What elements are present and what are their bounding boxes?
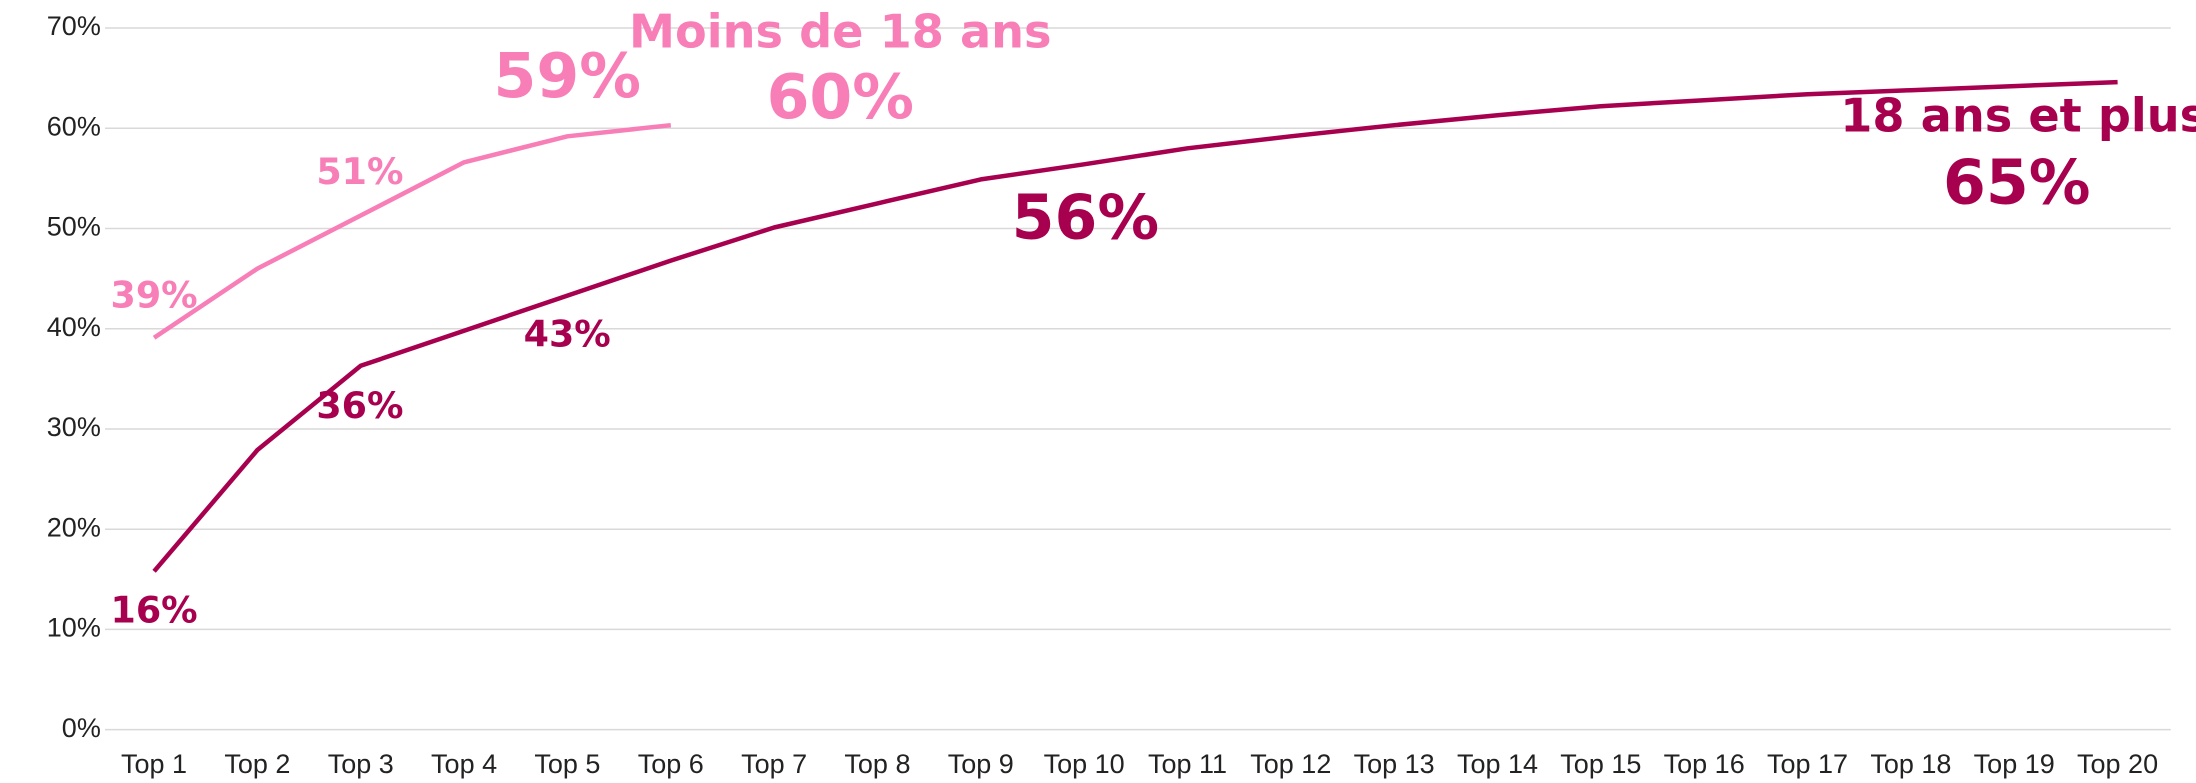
y-tick-label: 20%: [47, 512, 101, 542]
y-tick-label: 70%: [47, 11, 101, 41]
data-label: 60%: [767, 61, 914, 133]
x-tick-label: Top 14: [1457, 749, 1538, 779]
x-tick-label: Top 12: [1250, 749, 1331, 779]
series-line: [152, 122, 672, 340]
x-tick-label: Top 10: [1044, 749, 1125, 779]
x-tick-label: Top 8: [844, 749, 910, 779]
x-tick-label: Top 4: [431, 749, 497, 779]
y-tick-label: 10%: [47, 613, 101, 643]
x-tick-label: Top 13: [1354, 749, 1435, 779]
x-tick-label: Top 17: [1767, 749, 1848, 779]
x-tick-label: Top 20: [2077, 749, 2158, 779]
data-label: 43%: [524, 313, 611, 356]
y-tick-label: 60%: [47, 111, 101, 141]
data-label: 39%: [110, 273, 197, 316]
x-tick-label: Top 5: [534, 749, 600, 779]
legend-label: Moins de 18 ans: [629, 5, 1051, 59]
data-label: 65%: [1943, 146, 2090, 218]
data-label: 36%: [316, 384, 403, 427]
x-tick-label: Top 11: [1148, 749, 1227, 779]
x-tick-label: Top 15: [1560, 749, 1641, 779]
series-line: [152, 79, 2118, 573]
y-tick-label: 50%: [47, 212, 101, 242]
x-tick-label: Top 1: [121, 749, 187, 779]
y-tick-label: 40%: [47, 312, 101, 342]
x-tick-label: Top 3: [328, 749, 394, 779]
data-label: 59%: [493, 40, 640, 112]
data-label: 51%: [316, 150, 403, 193]
x-tick-label: Top 9: [948, 749, 1014, 779]
y-tick-label: 0%: [62, 713, 101, 743]
x-tick-label: Top 2: [224, 749, 290, 779]
x-tick-label: Top 18: [1870, 749, 1951, 779]
x-tick-label: Top 7: [741, 749, 807, 779]
x-tick-label: Top 16: [1664, 749, 1745, 779]
data-label: 56%: [1012, 181, 1159, 253]
x-tick-label: Top 19: [1974, 749, 2055, 779]
data-label: 16%: [110, 589, 197, 632]
y-tick-label: 30%: [47, 412, 101, 442]
legend-label: 18 ans et plus: [1840, 89, 2196, 143]
x-tick-label: Top 6: [638, 749, 704, 779]
